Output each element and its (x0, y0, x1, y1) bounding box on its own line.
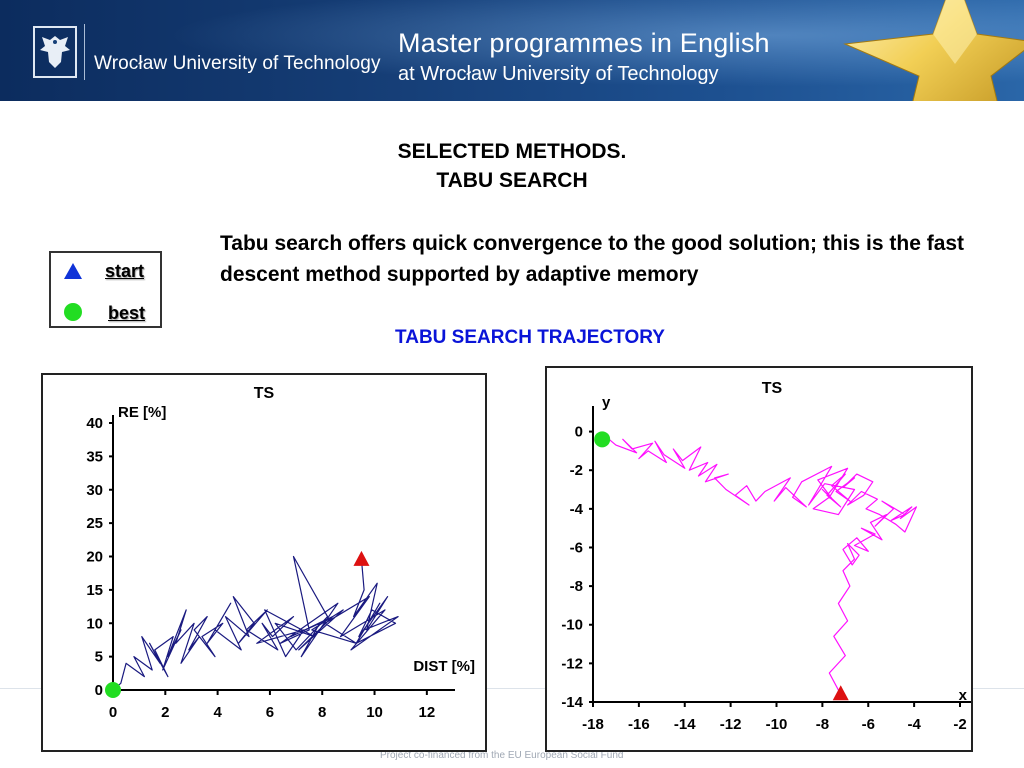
y-tick-label: -14 (561, 694, 583, 711)
x-tick-label: 2 (161, 704, 169, 721)
y-tick-label: 0 (575, 424, 583, 441)
slide-title-line1: SELECTED METHODS. (397, 140, 627, 163)
triangle-icon (64, 263, 82, 279)
x-tick-label: 0 (109, 704, 117, 721)
footer-divider (0, 688, 1024, 689)
y-axis-label: RE [%] (118, 404, 166, 421)
y-tick-label: -6 (570, 539, 583, 556)
y-tick-label: 10 (86, 615, 103, 632)
re-dist-chart: TS 0 5 10 15 20 25 30 35 40 0 2 4 6 8 10 12 DIST [%] RE [%… (86, 385, 475, 721)
slide-title: SELECTED METHODS. TABU SEARCH (312, 137, 712, 195)
best-marker (594, 431, 611, 448)
slide-title-line2: TABU SEARCH (436, 169, 588, 192)
circle-icon (64, 303, 82, 321)
legend-label-best: best (108, 303, 146, 323)
x-tick-label: -10 (766, 716, 788, 733)
header-banner: Wrocław University of Technology Master … (0, 0, 1024, 101)
y-axis-label: y (602, 394, 611, 411)
x-axis-label: DIST [%] (413, 658, 475, 675)
legend-box: start best (49, 251, 162, 328)
x-tick-label: 8 (318, 704, 326, 721)
y-tick-label: 30 (86, 482, 103, 499)
chart-panel-trajectory: TS -14 -12 -10 -8 -6 -4 -2 0 -18 -16 -14 -12 -10 -8 -6 -… (545, 366, 973, 752)
y-tick-label: 35 (86, 448, 103, 465)
x-tick-label: 4 (213, 704, 222, 721)
y-tick-label: 20 (86, 549, 103, 566)
x-tick-label: -14 (674, 716, 696, 733)
programme-subtitle: at Wrocław University of Technology (398, 63, 719, 85)
x-tick-label: -4 (907, 716, 921, 733)
legend-label-start: start (105, 261, 145, 281)
x-tick-label: -8 (816, 716, 829, 733)
programme-title: Master programmes in English (398, 28, 770, 58)
y-tick-label: -4 (570, 501, 584, 518)
chart-panel-re-vs-dist: TS 0 5 10 15 20 25 30 35 40 0 2 4 6 8 10 12 DIST [%] RE [%… (41, 373, 487, 752)
y-tick-label: 40 (86, 415, 103, 432)
chart-title: TS (254, 385, 275, 402)
trajectory-title: TABU SEARCH TRAJECTORY (395, 327, 665, 348)
x-tick-label: -18 (582, 716, 604, 733)
trajectory-chart: TS -14 -12 -10 -8 -6 -4 -2 0 -18 -16 -14 -12 -10 -8 -6 -… (561, 380, 971, 733)
x-tick-label: -12 (720, 716, 742, 733)
y-tick-label: -2 (570, 462, 583, 479)
star-icon (843, 0, 1024, 101)
y-tick-label: 0 (95, 682, 103, 699)
y-tick-label: 5 (95, 649, 103, 666)
start-marker (353, 550, 370, 566)
intro-paragraph: Tabu search offers quick convergence to … (220, 232, 965, 286)
university-crest-logo (33, 26, 77, 78)
x-tick-label: 10 (366, 704, 383, 721)
y-tick-label: -8 (570, 578, 583, 595)
y-tick-label: -12 (561, 655, 583, 672)
banner-glow (0, 0, 1024, 101)
x-tick-label: 12 (419, 704, 436, 721)
trajectory-line (601, 436, 917, 695)
logo-divider (84, 24, 85, 80)
legend-markers (64, 263, 82, 321)
x-tick-label: 6 (266, 704, 274, 721)
x-tick-label: -16 (628, 716, 650, 733)
trajectory-line (112, 555, 399, 691)
x-tick-label: -2 (953, 716, 966, 733)
university-name: Wrocław University of Technology (94, 53, 381, 74)
y-tick-label: 25 (86, 515, 103, 532)
eagle-icon (40, 36, 70, 68)
best-marker (105, 682, 121, 698)
x-tick-label: -6 (862, 716, 875, 733)
start-marker (832, 685, 849, 701)
footer-cofinance-text: Project co-financed from the EU European… (380, 750, 624, 761)
y-tick-label: -10 (561, 617, 583, 634)
y-tick-label: 15 (86, 582, 103, 599)
x-axis-label: x (959, 687, 968, 704)
chart-title: TS (762, 380, 783, 397)
